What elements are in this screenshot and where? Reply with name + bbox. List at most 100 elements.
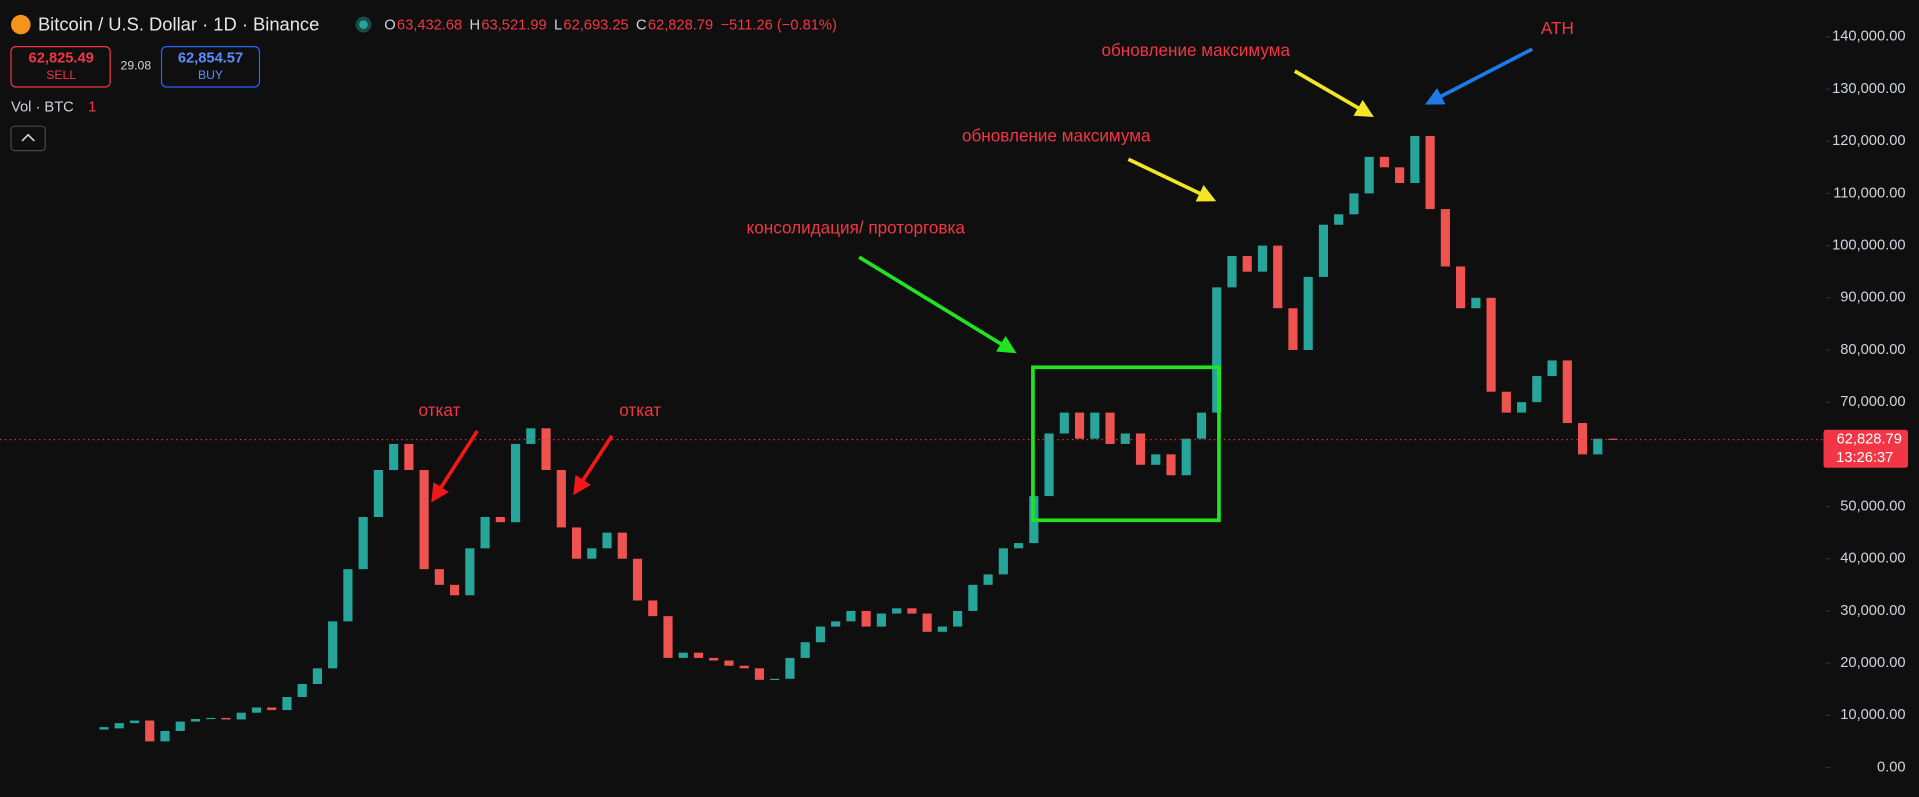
y-tick-label: 20,000.00	[1840, 655, 1905, 671]
candle	[1532, 376, 1542, 403]
collapse-button[interactable]	[10, 125, 46, 152]
candle	[1562, 360, 1572, 424]
candle	[328, 621, 338, 669]
candle	[1425, 136, 1435, 210]
plot-area	[0, 136, 1824, 742]
arrow	[858, 255, 1017, 354]
candle	[1242, 256, 1252, 272]
candle	[1395, 167, 1405, 183]
annotation: откат	[619, 400, 661, 420]
candle	[282, 697, 292, 711]
candle	[1440, 209, 1450, 267]
y-tick-label: 0.00	[1877, 759, 1906, 775]
candle	[221, 717, 231, 720]
candle	[953, 610, 963, 627]
candle	[571, 527, 582, 559]
ohlc-value: 63,432.68	[397, 18, 462, 34]
candle	[1486, 297, 1496, 392]
candle	[815, 626, 825, 643]
candle	[678, 652, 688, 658]
coin-icon	[11, 14, 31, 35]
symbol-title: Bitcoin / U.S. Dollar · 1D · Binance	[38, 14, 319, 35]
candle	[480, 516, 490, 549]
candle	[373, 470, 383, 517]
arrow	[1424, 47, 1534, 105]
market-status[interactable]	[355, 16, 372, 33]
candle	[983, 574, 993, 585]
y-tick-label: 80,000.00	[1840, 342, 1905, 358]
candle	[1105, 412, 1115, 444]
candle	[358, 516, 368, 570]
y-tick-label: 100,000.00	[1832, 237, 1905, 253]
price-change: −511.26 (−0.81%)	[720, 18, 836, 34]
candle	[1410, 136, 1420, 183]
candle	[1135, 433, 1146, 465]
candle	[1318, 224, 1329, 277]
candle	[450, 584, 460, 596]
candle	[922, 613, 932, 632]
candle	[861, 610, 871, 627]
candle	[434, 569, 444, 585]
chevron-icon	[21, 133, 35, 142]
sell-price: 62,825.49	[29, 51, 94, 67]
candle	[1196, 412, 1207, 439]
candle	[1456, 266, 1466, 309]
y-tick-label: 90,000.00	[1840, 290, 1905, 306]
buy-label: BUY	[198, 68, 223, 82]
candle	[190, 718, 201, 722]
candle	[1364, 156, 1374, 194]
candle	[1349, 193, 1359, 215]
candle	[1273, 245, 1283, 309]
candle	[1014, 543, 1024, 549]
candle	[251, 707, 262, 713]
candle	[206, 717, 216, 720]
candle	[419, 470, 429, 570]
candle	[892, 608, 902, 614]
candle	[587, 548, 597, 559]
annotation: откат	[419, 400, 461, 420]
candle	[800, 642, 810, 658]
candle	[632, 558, 643, 601]
ohlc-value: 62,828.79	[648, 18, 713, 34]
candle	[404, 443, 414, 471]
candle	[1517, 402, 1527, 413]
candle	[343, 569, 353, 622]
annotation: обновление максимума	[1101, 40, 1290, 60]
y-tick-label: 130,000.00	[1832, 81, 1905, 97]
arrow	[431, 429, 479, 503]
candle	[831, 621, 841, 627]
candle	[465, 548, 475, 596]
candle	[937, 626, 947, 632]
candle	[998, 548, 1008, 575]
y-tick-label: 50,000.00	[1840, 498, 1905, 514]
candle	[785, 657, 795, 679]
candle	[1379, 156, 1389, 168]
annotation: ATH	[1541, 18, 1574, 38]
sell-button[interactable]	[10, 46, 111, 88]
y-tick-label: 120,000.00	[1832, 133, 1905, 149]
candle	[1151, 454, 1161, 465]
candle	[876, 613, 886, 627]
candle	[129, 720, 140, 724]
ohlc-value: 62,693.25	[563, 18, 628, 34]
candle	[541, 428, 551, 471]
candle	[846, 610, 856, 622]
candle	[1166, 454, 1176, 476]
sell-label: SELL	[46, 68, 76, 82]
candle	[754, 668, 765, 680]
candle	[556, 470, 566, 528]
ohlc-legend: O 63,432.68 H 63,521.99 L 62,693.25 C 62,828.79…	[384, 18, 837, 34]
candle	[145, 720, 155, 742]
candle	[602, 532, 612, 549]
candle	[1090, 412, 1100, 439]
candle	[693, 652, 704, 658]
annotation: обновление максимума	[962, 126, 1151, 146]
candle	[1577, 423, 1588, 455]
buy-button[interactable]	[160, 46, 261, 88]
candle	[617, 532, 627, 559]
y-tick-label: 110,000.00	[1833, 185, 1905, 201]
candle	[739, 665, 749, 669]
ohlc-value: 63,521.99	[481, 18, 546, 34]
candle	[1181, 438, 1191, 476]
